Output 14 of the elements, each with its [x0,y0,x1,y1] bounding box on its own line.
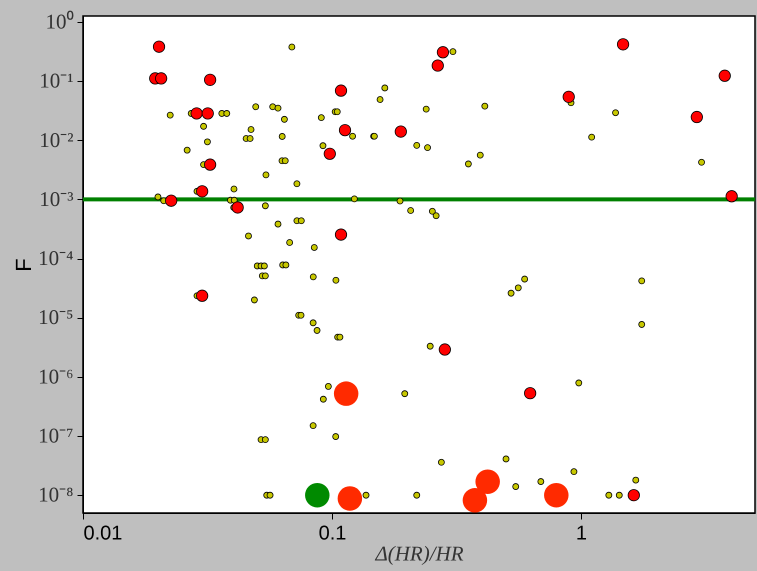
x-tick-label: 0.01 [84,522,122,544]
y-tick-label: 10⁻¹ [39,68,74,93]
y-tick-label: 10⁻⁴ [38,246,74,270]
x-axis-title: Δ(HR)/HR [374,542,464,566]
y-tick-label: 10⁰ [46,9,74,34]
y-axis-title: F [11,258,36,272]
y-tick-label: 10⁻² [39,128,74,152]
y-tick-label: 10⁻⁶ [38,364,74,388]
y-tick-label: 10⁻⁷ [38,424,74,448]
x-tick-label: 1 [576,522,588,544]
y-tick-label: 10⁻⁵ [38,305,74,330]
x-tick-label: 0.1 [318,522,346,544]
y-tick-label: 10⁻⁸ [38,482,74,507]
y-tick-label: 10⁻³ [39,186,74,211]
